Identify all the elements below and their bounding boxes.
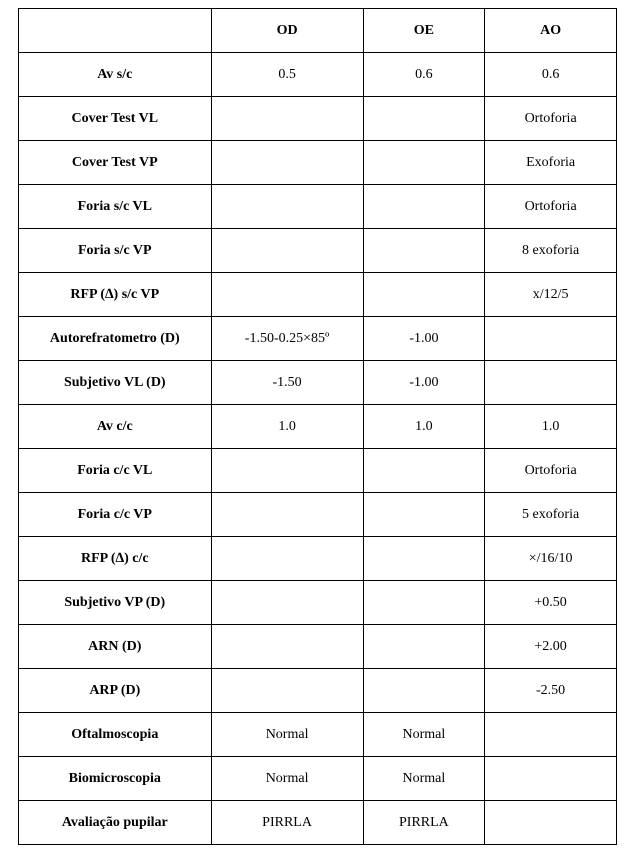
cell-od: 1.0 bbox=[211, 405, 363, 449]
header-blank bbox=[19, 9, 212, 53]
row-label: Cover Test VL bbox=[19, 97, 212, 141]
table-row: Cover Test VP Exoforia bbox=[19, 141, 617, 185]
cell-od bbox=[211, 669, 363, 713]
cell-ao: Ortoforia bbox=[485, 97, 617, 141]
cell-oe: -1.00 bbox=[363, 361, 485, 405]
row-label: RFP (∆) s/c VP bbox=[19, 273, 212, 317]
cell-od bbox=[211, 97, 363, 141]
cell-oe bbox=[363, 669, 485, 713]
table-row: Av c/c1.01.01.0 bbox=[19, 405, 617, 449]
cell-ao bbox=[485, 713, 617, 757]
cell-oe bbox=[363, 141, 485, 185]
cell-ao: Exoforia bbox=[485, 141, 617, 185]
row-label: RFP (∆) c/c bbox=[19, 537, 212, 581]
row-label: Av c/c bbox=[19, 405, 212, 449]
table-row: Foria c/c VL Ortoforia bbox=[19, 449, 617, 493]
row-label: Oftalmoscopia bbox=[19, 713, 212, 757]
cell-ao: 0.6 bbox=[485, 53, 617, 97]
cell-oe bbox=[363, 537, 485, 581]
table-row: RFP (∆) c/c ×/16/10 bbox=[19, 537, 617, 581]
row-label: Subjetivo VP (D) bbox=[19, 581, 212, 625]
table-row: ARP (D) -2.50 bbox=[19, 669, 617, 713]
header-oe: OE bbox=[363, 9, 485, 53]
cell-od: -1.50-0.25×85º bbox=[211, 317, 363, 361]
row-label: Biomicroscopia bbox=[19, 757, 212, 801]
row-label: Foria s/c VP bbox=[19, 229, 212, 273]
cell-oe: Normal bbox=[363, 757, 485, 801]
cell-od bbox=[211, 449, 363, 493]
table-row: OftalmoscopiaNormalNormal bbox=[19, 713, 617, 757]
table-row: Subjetivo VL (D)-1.50-1.00 bbox=[19, 361, 617, 405]
exam-table: OD OE AO Av s/c0.50.60.6Cover Test VLOrt… bbox=[18, 8, 617, 845]
cell-od bbox=[211, 185, 363, 229]
cell-od: Normal bbox=[211, 757, 363, 801]
cell-ao: x/12/5 bbox=[485, 273, 617, 317]
cell-ao bbox=[485, 361, 617, 405]
header-row: OD OE AO bbox=[19, 9, 617, 53]
row-label: Foria c/c VP bbox=[19, 493, 212, 537]
cell-ao: Ortoforia bbox=[485, 185, 617, 229]
cell-od: Normal bbox=[211, 713, 363, 757]
cell-od bbox=[211, 581, 363, 625]
cell-od: -1.50 bbox=[211, 361, 363, 405]
cell-oe bbox=[363, 625, 485, 669]
header-ao: AO bbox=[485, 9, 617, 53]
cell-od bbox=[211, 273, 363, 317]
row-label: ARP (D) bbox=[19, 669, 212, 713]
cell-oe bbox=[363, 185, 485, 229]
cell-oe: 1.0 bbox=[363, 405, 485, 449]
table-row: Foria s/c VP 8 exoforia bbox=[19, 229, 617, 273]
row-label: Autorefratometro (D) bbox=[19, 317, 212, 361]
table-row: Autorefratometro (D)-1.50-0.25×85º-1.00 bbox=[19, 317, 617, 361]
cell-ao bbox=[485, 317, 617, 361]
cell-ao: ×/16/10 bbox=[485, 537, 617, 581]
cell-ao: 8 exoforia bbox=[485, 229, 617, 273]
cell-oe bbox=[363, 581, 485, 625]
cell-ao: -2.50 bbox=[485, 669, 617, 713]
cell-oe: -1.00 bbox=[363, 317, 485, 361]
cell-ao: +0.50 bbox=[485, 581, 617, 625]
row-label: Av s/c bbox=[19, 53, 212, 97]
cell-oe bbox=[363, 493, 485, 537]
row-label: Foria s/c VL bbox=[19, 185, 212, 229]
cell-ao: 1.0 bbox=[485, 405, 617, 449]
header-od: OD bbox=[211, 9, 363, 53]
cell-od bbox=[211, 625, 363, 669]
table-row: Foria s/c VL Ortoforia bbox=[19, 185, 617, 229]
table-row: BiomicroscopiaNormalNormal bbox=[19, 757, 617, 801]
cell-oe: 0.6 bbox=[363, 53, 485, 97]
cell-ao bbox=[485, 757, 617, 801]
row-label: Subjetivo VL (D) bbox=[19, 361, 212, 405]
table-row: RFP (∆) s/c VP x/12/5 bbox=[19, 273, 617, 317]
table-row: Av s/c0.50.60.6 bbox=[19, 53, 617, 97]
table-row: ARN (D) +2.00 bbox=[19, 625, 617, 669]
cell-od bbox=[211, 493, 363, 537]
row-label: Foria c/c VL bbox=[19, 449, 212, 493]
row-label: ARN (D) bbox=[19, 625, 212, 669]
cell-od: 0.5 bbox=[211, 53, 363, 97]
table-row: Cover Test VL Ortoforia bbox=[19, 97, 617, 141]
row-label: Cover Test VP bbox=[19, 141, 212, 185]
cell-oe bbox=[363, 273, 485, 317]
cell-ao: Ortoforia bbox=[485, 449, 617, 493]
cell-oe: Normal bbox=[363, 713, 485, 757]
page: OD OE AO Av s/c0.50.60.6Cover Test VLOrt… bbox=[0, 0, 635, 853]
cell-od bbox=[211, 229, 363, 273]
cell-oe bbox=[363, 449, 485, 493]
cell-oe bbox=[363, 97, 485, 141]
cell-od bbox=[211, 537, 363, 581]
cell-od bbox=[211, 141, 363, 185]
table-row: Subjetivo VP (D) +0.50 bbox=[19, 581, 617, 625]
cell-oe bbox=[363, 229, 485, 273]
cell-ao: +2.00 bbox=[485, 625, 617, 669]
cell-ao: 5 exoforia bbox=[485, 493, 617, 537]
table-row: Foria c/c VP 5 exoforia bbox=[19, 493, 617, 537]
